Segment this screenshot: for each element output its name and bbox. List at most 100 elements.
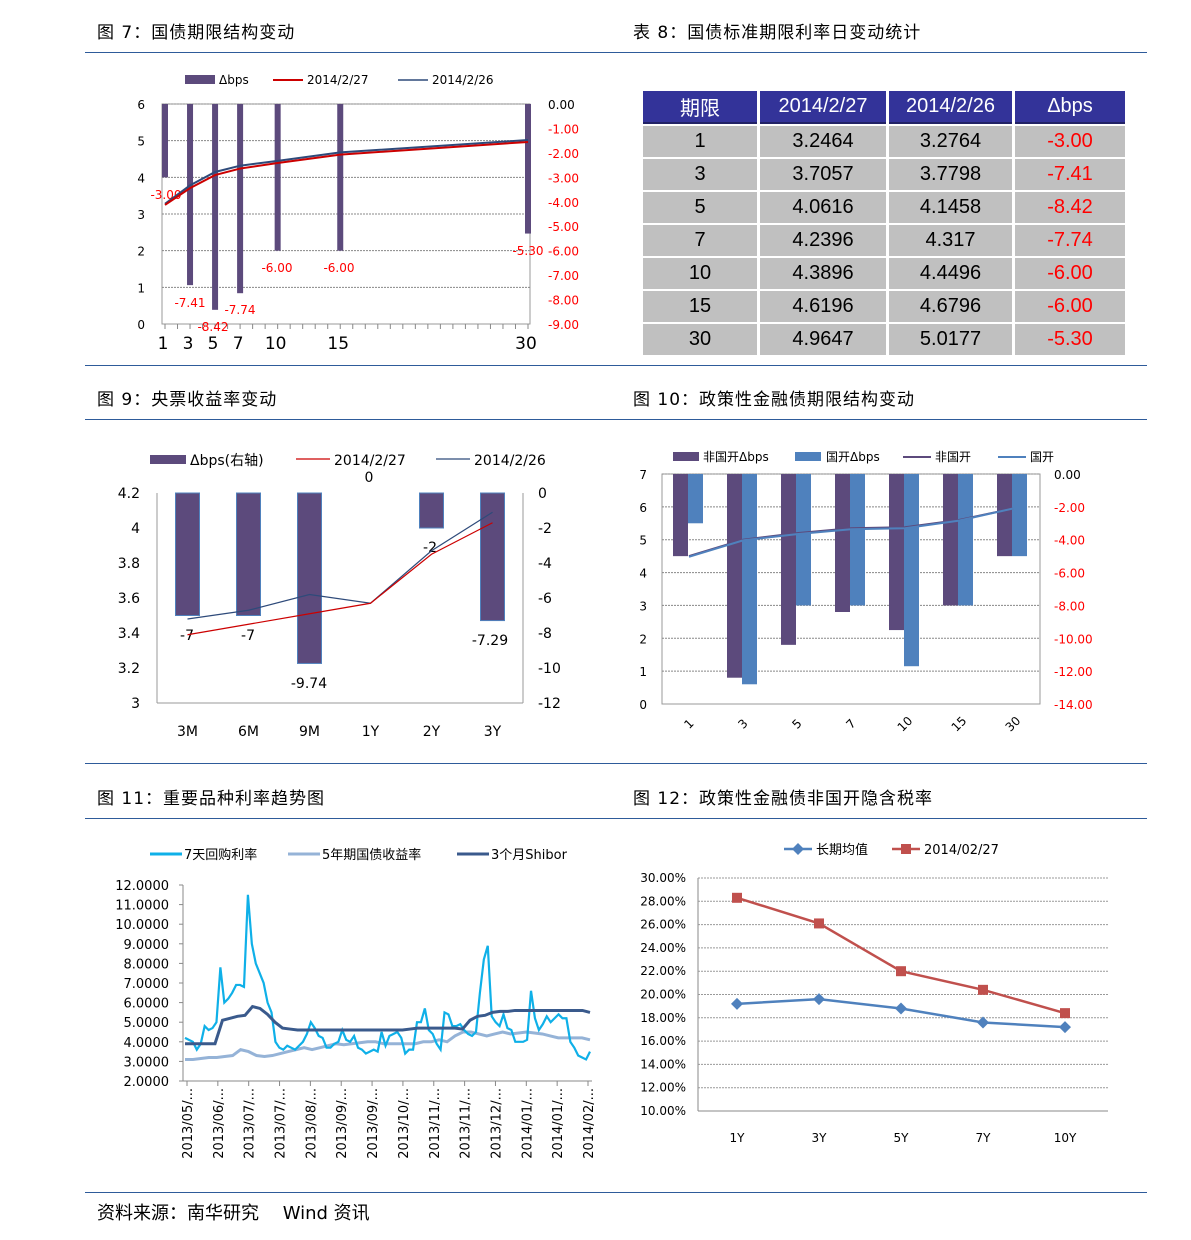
cell-rate-0227: 4.6196 <box>760 291 886 322</box>
non-cdb-bps-bar <box>997 474 1012 557</box>
x-tick-label: 3 <box>735 716 750 731</box>
y-tick-label: 3.8 <box>118 556 140 572</box>
non-cdb-bps-bar <box>889 474 904 631</box>
y-tick-label: 6 <box>137 98 145 112</box>
x-tick-label: 10Y <box>1054 1131 1077 1145</box>
source-note: 资料来源：南华研究 Wind 资讯 <box>97 1203 370 1224</box>
table-row: 5 4.0616 4.1458 -8.42 <box>643 192 1125 223</box>
non-cdb-bps-bar <box>835 474 850 612</box>
y-tick-label: 30.00% <box>640 871 686 885</box>
bps-bar <box>162 104 168 178</box>
y2-tick-label: -6.00 <box>548 245 579 259</box>
data-marker <box>813 993 825 1006</box>
x-tick-label: 5 <box>789 716 804 731</box>
bps-data-label: -9.74 <box>291 676 327 692</box>
divider <box>85 365 1147 366</box>
cell-delta: -6.00 <box>1015 258 1125 289</box>
y-tick-label: 20.00% <box>640 988 686 1002</box>
y2-tick-label: -2 <box>538 521 552 537</box>
cell-rate-0226: 3.2764 <box>889 126 1012 157</box>
legend-label: 2014/02/27 <box>924 843 999 858</box>
legend-swatch <box>673 452 699 461</box>
bps-bar <box>187 104 194 286</box>
y2-tick-label: -10.00 <box>1054 632 1093 646</box>
y-tick-label: 4.2 <box>118 486 140 502</box>
cdb-bps-bar <box>742 474 757 685</box>
figure-7-title: 图 7：国债期限结构变动 <box>97 23 296 43</box>
header-delta: Δbps <box>1015 91 1125 124</box>
y-tick-label: 0 <box>137 318 145 332</box>
y-tick-label: 8.0000 <box>124 957 170 972</box>
y-tick-label: 3 <box>131 696 140 712</box>
cell-delta: -5.30 <box>1015 324 1125 355</box>
divider <box>85 52 1147 53</box>
y2-tick-label: -2.00 <box>548 147 579 161</box>
y-tick-label: 10.0000 <box>115 918 169 933</box>
cell-rate-0226: 4.6796 <box>889 291 1012 322</box>
x-tick-label: 2013/06/... <box>212 1088 227 1159</box>
legend-swatch <box>150 455 186 464</box>
x-tick-label: 7 <box>843 716 858 731</box>
x-tick-label: 10 <box>265 334 287 354</box>
series-line-shibor-3m <box>185 1004 591 1046</box>
y-tick-label: 6 <box>639 501 647 515</box>
figure-11-title: 图 11：重要品种利率趋势图 <box>97 789 326 809</box>
legend-label: 7天回购利率 <box>184 847 257 863</box>
y-tick-label: 5 <box>137 135 145 149</box>
legend-marker <box>792 843 804 855</box>
table-row: 30 4.9647 5.0177 -5.30 <box>643 324 1125 355</box>
legend-label: Δbps(右轴) <box>190 453 264 469</box>
y-tick-label: 3.4 <box>118 626 140 642</box>
x-tick-label: 2013/11/... <box>428 1088 443 1159</box>
cell-rate-0227: 4.3896 <box>760 258 886 289</box>
y-tick-label: 4 <box>639 567 647 581</box>
y2-tick-label: -4.00 <box>548 196 579 210</box>
y2-tick-label: -4.00 <box>1054 534 1085 548</box>
cell-term: 10 <box>643 258 757 289</box>
divider <box>85 763 1147 764</box>
y-tick-label: 3.2 <box>118 661 140 677</box>
y-tick-label: 7.0000 <box>124 977 170 992</box>
bps-data-label: -6.00 <box>323 261 354 275</box>
series-line-2014-2-26 <box>187 511 493 620</box>
y-tick-label: 3 <box>639 599 647 613</box>
y-tick-label: 12.00% <box>640 1081 686 1095</box>
y2-tick-label: -7.00 <box>548 269 579 283</box>
x-tick-label: 1Y <box>362 724 380 740</box>
cell-term: 15 <box>643 291 757 322</box>
cell-rate-0226: 4.4496 <box>889 258 1012 289</box>
bps-bar <box>274 104 281 251</box>
x-tick-label: 15 <box>949 714 970 735</box>
x-tick-label: 3Y <box>812 1131 828 1145</box>
x-tick-label: 7Y <box>976 1131 992 1145</box>
cdb-bps-bar <box>850 474 865 606</box>
data-marker <box>896 966 906 977</box>
x-tick-label: 2013/09/... <box>366 1088 381 1159</box>
y2-tick-label: 0.00 <box>1054 468 1081 482</box>
bps-bar <box>236 492 261 616</box>
table-row: 7 4.2396 4.317 -7.74 <box>643 225 1125 256</box>
cell-delta: -7.74 <box>1015 225 1125 256</box>
table-row: 15 4.6196 4.6796 -6.00 <box>643 291 1125 322</box>
bps-data-label: -7.41 <box>174 296 205 310</box>
series-line-govt-5y <box>185 1030 591 1061</box>
x-tick-label: 15 <box>327 334 349 354</box>
y2-tick-label: -12.00 <box>1054 665 1093 679</box>
data-marker <box>1060 1008 1070 1019</box>
y2-tick-label: -3.00 <box>548 171 579 185</box>
y2-tick-label: -1.00 <box>548 122 579 136</box>
bps-bar <box>480 492 505 622</box>
bps-bar <box>175 492 200 616</box>
x-tick-label: 5Y <box>894 1131 910 1145</box>
cell-term: 7 <box>643 225 757 256</box>
legend-label: 长期均值 <box>816 842 868 858</box>
bps-data-label: -8.42 <box>197 320 228 334</box>
y2-tick-label: -8 <box>538 626 552 642</box>
bps-data-label: -6.00 <box>261 261 292 275</box>
x-tick-label: 7 <box>233 334 244 354</box>
y2-tick-label: -6 <box>538 591 552 607</box>
cell-rate-0226: 4.1458 <box>889 192 1012 223</box>
x-tick-label: 2013/10/... <box>397 1088 412 1159</box>
y2-tick-label: -4 <box>538 556 552 572</box>
